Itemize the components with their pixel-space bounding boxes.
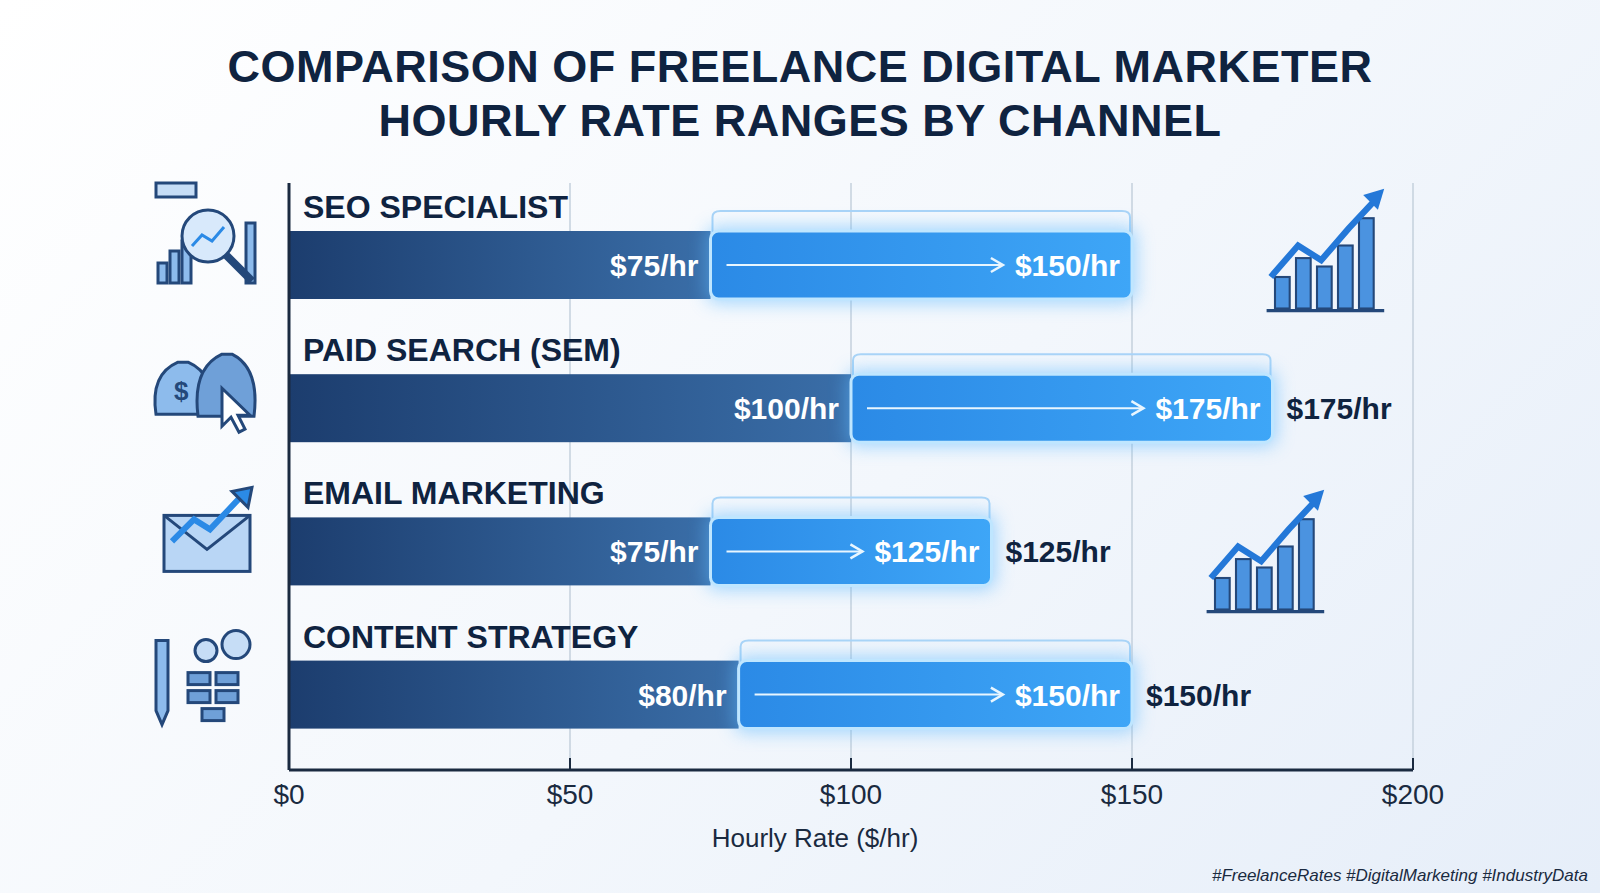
x-tick bbox=[1131, 758, 1133, 770]
x-tick-label: $0 bbox=[273, 779, 304, 810]
range-arrow bbox=[755, 694, 1003, 696]
data-label: $150/hr bbox=[1015, 249, 1120, 282]
decor-part bbox=[1275, 277, 1290, 309]
decor-part bbox=[1215, 578, 1230, 610]
range-glow bbox=[847, 370, 1277, 446]
x-tick bbox=[569, 758, 571, 770]
range-glow bbox=[707, 227, 1137, 303]
category-label: PAID SEARCH (SEM) bbox=[303, 332, 621, 368]
range-arrow bbox=[727, 550, 863, 552]
x-tick-label: $100 bbox=[820, 779, 882, 810]
data-label: $80/hr bbox=[638, 679, 727, 712]
icon-part bbox=[232, 487, 252, 507]
range-arrow-head bbox=[991, 688, 1003, 702]
data-label: $125/hr bbox=[874, 535, 979, 568]
category-label: EMAIL MARKETING bbox=[303, 475, 605, 511]
decor-part bbox=[1303, 490, 1324, 511]
x-tick bbox=[288, 758, 290, 770]
data-label: $100/hr bbox=[734, 392, 839, 425]
x-axis-label: Hourly Rate ($/hr) bbox=[712, 823, 919, 853]
icon-part bbox=[158, 263, 167, 283]
icon-part bbox=[172, 493, 244, 541]
x-tick-label: $50 bbox=[547, 779, 594, 810]
category-icon bbox=[156, 183, 255, 283]
decor-part bbox=[1211, 500, 1316, 578]
category-icon: $ bbox=[155, 354, 255, 432]
icon-part bbox=[182, 210, 234, 262]
category-label: CONTENT STRATEGY bbox=[303, 619, 638, 655]
icon-part bbox=[192, 227, 224, 246]
decor-part bbox=[1299, 519, 1314, 609]
icon-part bbox=[216, 691, 238, 703]
chart-title: COMPARISON OF FREELANCE DIGITAL MARKETER… bbox=[150, 40, 1450, 148]
footer: #FreelanceRates #DigitalMarketing #Indus… bbox=[1212, 866, 1588, 885]
decor-part bbox=[1296, 258, 1311, 308]
base-bar bbox=[289, 517, 711, 585]
annotation: $150/hr bbox=[1146, 679, 1251, 712]
range-arrow bbox=[727, 264, 1003, 266]
base-bar bbox=[289, 661, 739, 729]
icon-part bbox=[156, 183, 196, 197]
icon-part bbox=[202, 709, 224, 721]
icon-part bbox=[226, 255, 252, 281]
range-bar bbox=[739, 661, 1132, 729]
base-bar bbox=[289, 374, 851, 442]
decor-part bbox=[1317, 267, 1332, 309]
x-tick bbox=[850, 758, 852, 770]
category-icon bbox=[164, 487, 252, 571]
x-tick-label: $150 bbox=[1101, 779, 1163, 810]
data-label: $75/hr bbox=[610, 249, 699, 282]
base-bar bbox=[289, 231, 711, 299]
x-tick-label: $200 bbox=[1382, 779, 1444, 810]
icon-part bbox=[222, 631, 250, 659]
icon-part bbox=[222, 388, 250, 432]
range-glow bbox=[735, 657, 1136, 733]
decor-part bbox=[1207, 610, 1325, 613]
grid-line bbox=[1412, 183, 1414, 770]
decor-part bbox=[1363, 189, 1384, 210]
range-arrow-head bbox=[850, 544, 862, 558]
icon-part bbox=[188, 673, 210, 685]
y-axis-line bbox=[288, 183, 291, 770]
chart: $ SEO SPECIALIST $75/hr $150/hr PAID SEARCH … bbox=[0, 0, 1600, 893]
range-arrow bbox=[867, 407, 1143, 409]
bars bbox=[289, 211, 1277, 733]
decor-chart bbox=[1267, 189, 1385, 311]
data-label: $75/hr bbox=[610, 535, 699, 568]
icon-part bbox=[188, 691, 210, 703]
range-bar bbox=[851, 374, 1273, 442]
annotation: $175/hr bbox=[1287, 392, 1392, 425]
icon-part bbox=[216, 673, 238, 685]
icon-part bbox=[195, 640, 217, 662]
labels: SEO SPECIALIST $75/hr $150/hr PAID SEARCH (… bbox=[303, 189, 1261, 712]
range-arrow-head bbox=[991, 258, 1003, 272]
range-arrow-head bbox=[1131, 401, 1143, 415]
decor-part bbox=[1271, 199, 1376, 277]
icon-part: $ bbox=[174, 376, 189, 406]
range-bar bbox=[711, 517, 992, 585]
range-glow bbox=[707, 513, 996, 589]
icon-part bbox=[170, 251, 179, 283]
x-tick bbox=[1412, 758, 1414, 770]
category-label: SEO SPECIALIST bbox=[303, 189, 568, 225]
range-bar bbox=[711, 231, 1133, 299]
decor-part bbox=[1257, 568, 1272, 610]
decor-part bbox=[1236, 559, 1251, 609]
data-label: $150/hr bbox=[1015, 679, 1120, 712]
data-label: $175/hr bbox=[1155, 392, 1260, 425]
annotation: $125/hr bbox=[1006, 535, 1111, 568]
decor-part bbox=[1267, 309, 1385, 312]
decor-chart bbox=[1207, 490, 1325, 612]
icon-part bbox=[164, 515, 250, 571]
decor-part bbox=[1359, 218, 1374, 308]
icon-part bbox=[156, 641, 168, 725]
category-icon bbox=[156, 631, 250, 725]
decor-part bbox=[1278, 547, 1293, 610]
decor-part bbox=[1338, 246, 1353, 309]
axes: $0 $50 $100 $150 $200 Hourly Rate ($/hr) bbox=[273, 183, 1444, 853]
grid bbox=[570, 183, 1413, 770]
